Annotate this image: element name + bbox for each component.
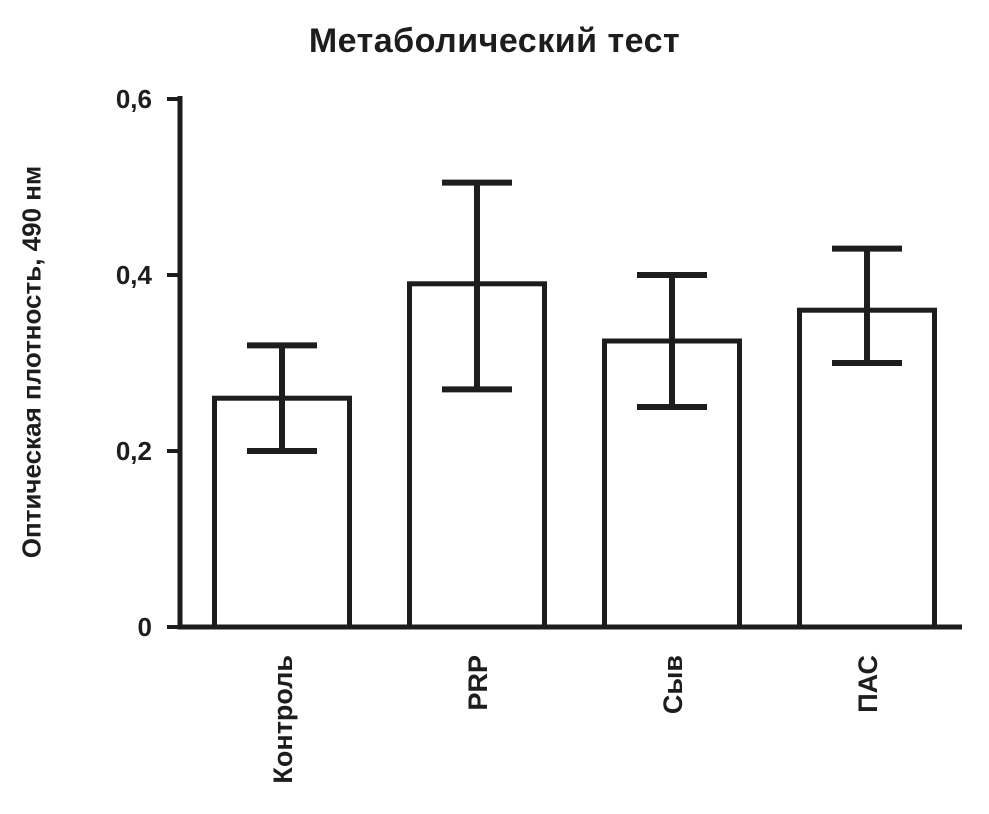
y-tick-label: 0,6 bbox=[116, 84, 152, 114]
x-category-label: Контроль bbox=[268, 655, 298, 784]
x-category-label: ПАС bbox=[853, 655, 883, 713]
x-category-label: Сыв bbox=[658, 655, 688, 714]
y-tick-label: 0 bbox=[138, 612, 152, 642]
chart-title: Метаболический тест bbox=[308, 22, 681, 60]
y-tick-label: 0,4 bbox=[116, 260, 153, 290]
x-category-label: PRP bbox=[463, 655, 493, 711]
y-tick-label: 0,2 bbox=[116, 436, 152, 466]
